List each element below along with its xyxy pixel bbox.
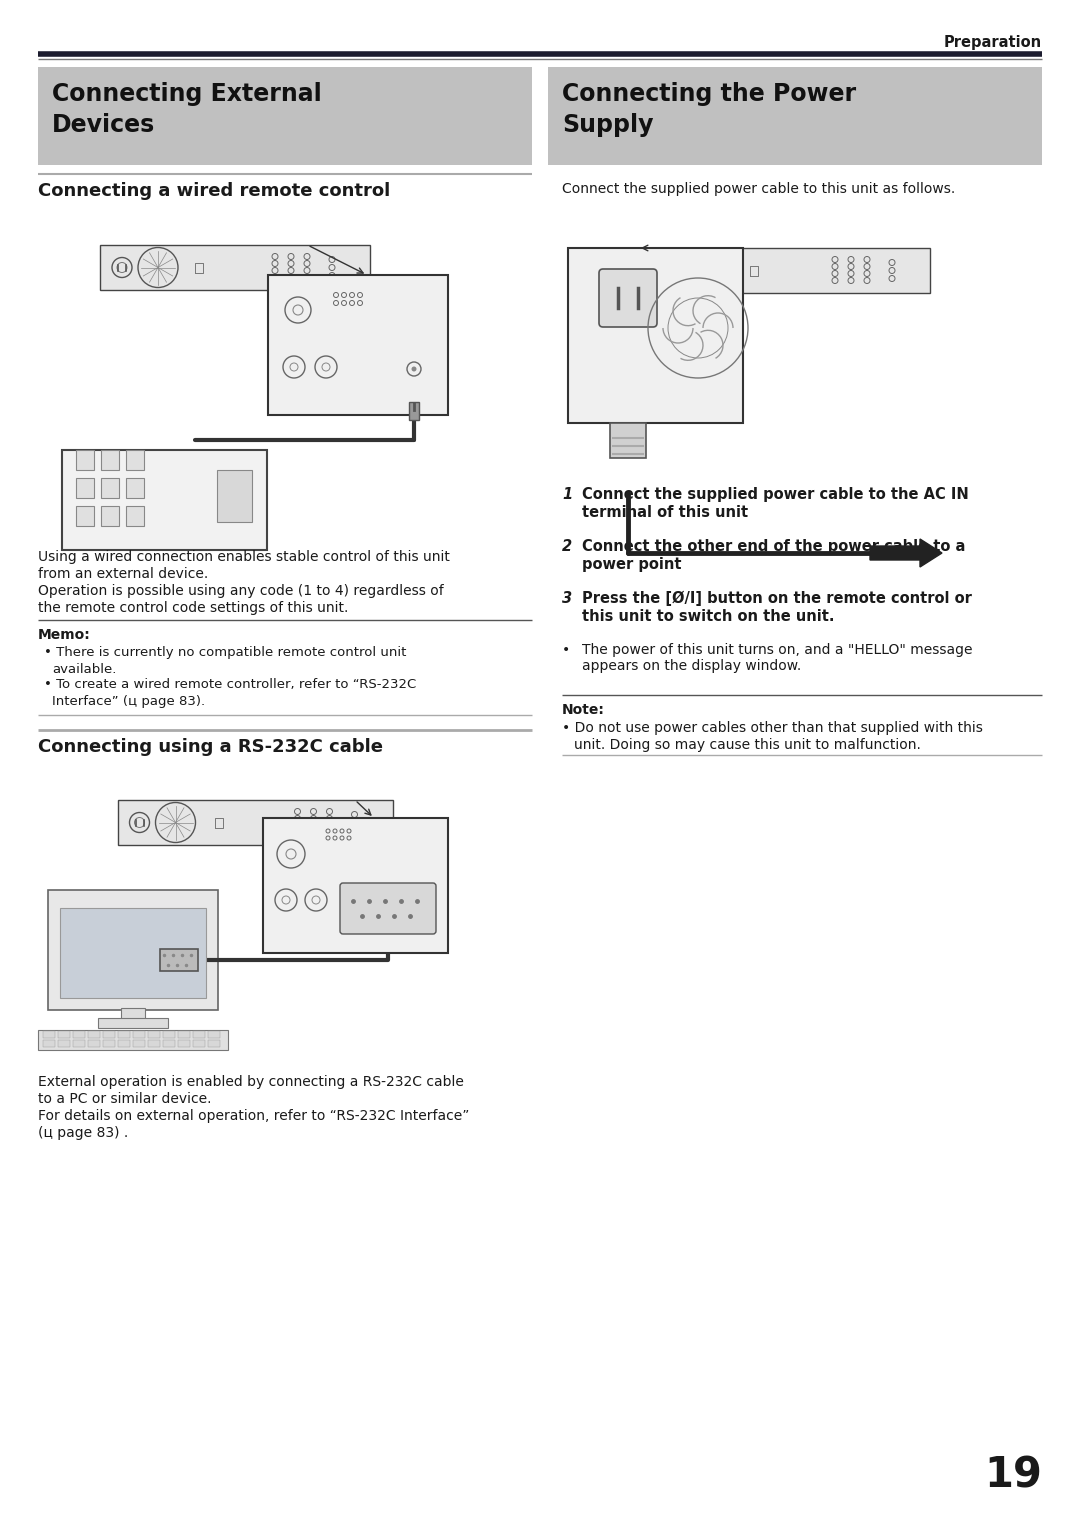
Text: Supply: Supply [562,113,653,137]
Text: to a PC or similar device.: to a PC or similar device. [38,1092,212,1106]
Bar [98,1019,168,1028]
FancyBboxPatch shape [340,883,436,935]
Bar [409,402,419,420]
Text: REMOTE: REMOTE [396,347,422,353]
Bar [126,450,144,470]
Bar [76,478,94,498]
Text: Operation is possible using any code (1 to 4) regardless of: Operation is possible using any code (1 … [38,583,444,599]
Bar [60,909,206,999]
Bar [103,1031,114,1038]
Bar [208,1031,220,1038]
Bar [568,247,743,423]
Text: For details on external operation, refer to “RS-232C Interface”: For details on external operation, refer… [38,1109,470,1122]
Bar [178,1040,190,1048]
Bar [548,67,1042,165]
Text: • To create a wired remote controller, refer to “RS-232C: • To create a wired remote controller, r… [44,678,416,692]
Bar [102,505,119,525]
Circle shape [411,366,417,371]
Bar [163,1040,175,1048]
Bar [118,1040,130,1048]
Bar [38,1031,228,1051]
Bar [102,450,119,470]
Text: • There is currently no compatible remote control unit: • There is currently no compatible remot… [44,646,406,660]
Text: COMPONENT S: COMPONENT S [271,878,318,883]
Text: External operation is enabled by connecting a RS-232C cable: External operation is enabled by connect… [38,1075,464,1089]
Bar [217,470,252,522]
Bar [62,450,267,550]
Text: terminal of this unit: terminal of this unit [582,505,748,521]
Bar [103,1040,114,1048]
Bar [133,1040,145,1048]
Bar [121,1008,145,1020]
Text: The power of this unit turns on, and a "HELLO" message: The power of this unit turns on, and a "… [582,643,972,657]
Bar [126,505,144,525]
Text: IN: IN [401,357,407,362]
Bar [268,275,448,415]
Bar [148,1031,160,1038]
Text: the remote control code settings of this unit.: the remote control code settings of this… [38,602,349,615]
Bar [148,1040,160,1048]
Text: Connect the other end of the power cable to a: Connect the other end of the power cable… [582,539,966,554]
Bar [118,1031,130,1038]
Text: Connect the supplied power cable to the AC IN: Connect the supplied power cable to the … [582,487,969,502]
Bar [178,1031,190,1038]
Text: • Do not use power cables other than that supplied with this: • Do not use power cables other than tha… [562,721,983,734]
Text: 3: 3 [562,591,572,606]
Text: Connecting a wired remote control: Connecting a wired remote control [38,182,390,200]
Text: Connect the supplied power cable to this unit as follows.: Connect the supplied power cable to this… [562,182,955,195]
Text: Press the [Ø/I] button on the remote control or: Press the [Ø/I] button on the remote con… [582,591,972,606]
Text: available.: available. [52,663,117,676]
Text: 19: 19 [984,1455,1042,1496]
Bar [100,244,370,290]
Text: from an external device.: from an external device. [38,567,208,580]
Text: Using a wired connection enables stable control of this unit: Using a wired connection enables stable … [38,550,450,563]
FancyArrow shape [870,539,942,567]
FancyBboxPatch shape [599,269,657,327]
Bar [38,67,532,165]
Bar [76,505,94,525]
Bar [208,1040,220,1048]
Bar [87,1031,100,1038]
Bar [126,478,144,498]
Text: Connecting the Power: Connecting the Power [562,82,856,105]
Bar [160,948,198,971]
Text: Interface” (ц page 83).: Interface” (ц page 83). [52,695,205,709]
Bar [133,1031,145,1038]
Bar [102,478,119,498]
Text: Preparation: Preparation [944,35,1042,49]
Bar [58,1040,70,1048]
Bar [87,1040,100,1048]
Text: 2: 2 [562,539,572,554]
Text: Connecting using a RS-232C cable: Connecting using a RS-232C cable [38,738,383,756]
Text: unit. Doing so may cause this unit to malfunction.: unit. Doing so may cause this unit to ma… [573,738,921,751]
Bar [73,1040,85,1048]
Text: AC IN: AC IN [586,318,609,327]
Bar [58,1031,70,1038]
Text: SERIAL COM: SERIAL COM [326,829,368,835]
Bar [264,818,448,953]
Text: Memo:: Memo: [38,628,91,641]
Bar [48,890,218,1009]
Bar [163,1031,175,1038]
Text: appears on the display window.: appears on the display window. [582,660,801,673]
Bar [193,1040,205,1048]
Text: 1: 1 [562,487,572,502]
Text: this unit to switch on the unit.: this unit to switch on the unit. [582,609,835,625]
Bar [43,1031,55,1038]
Text: Note:: Note: [562,702,605,718]
Text: COMPONENT VIDEO OUT: COMPONENT VIDEO OUT [278,347,356,353]
Bar [650,247,930,293]
Bar [76,450,94,470]
Bar [193,1031,205,1038]
Bar [610,423,646,458]
Bar [118,800,392,844]
Text: Devices: Devices [52,113,156,137]
Text: •: • [562,643,570,657]
Text: (ц page 83) .: (ц page 83) . [38,1125,129,1141]
Bar [43,1040,55,1048]
Bar [73,1031,85,1038]
Text: power point: power point [582,557,681,573]
Text: SERIAL COM: SERIAL COM [330,290,374,296]
Text: Connecting External: Connecting External [52,82,322,105]
